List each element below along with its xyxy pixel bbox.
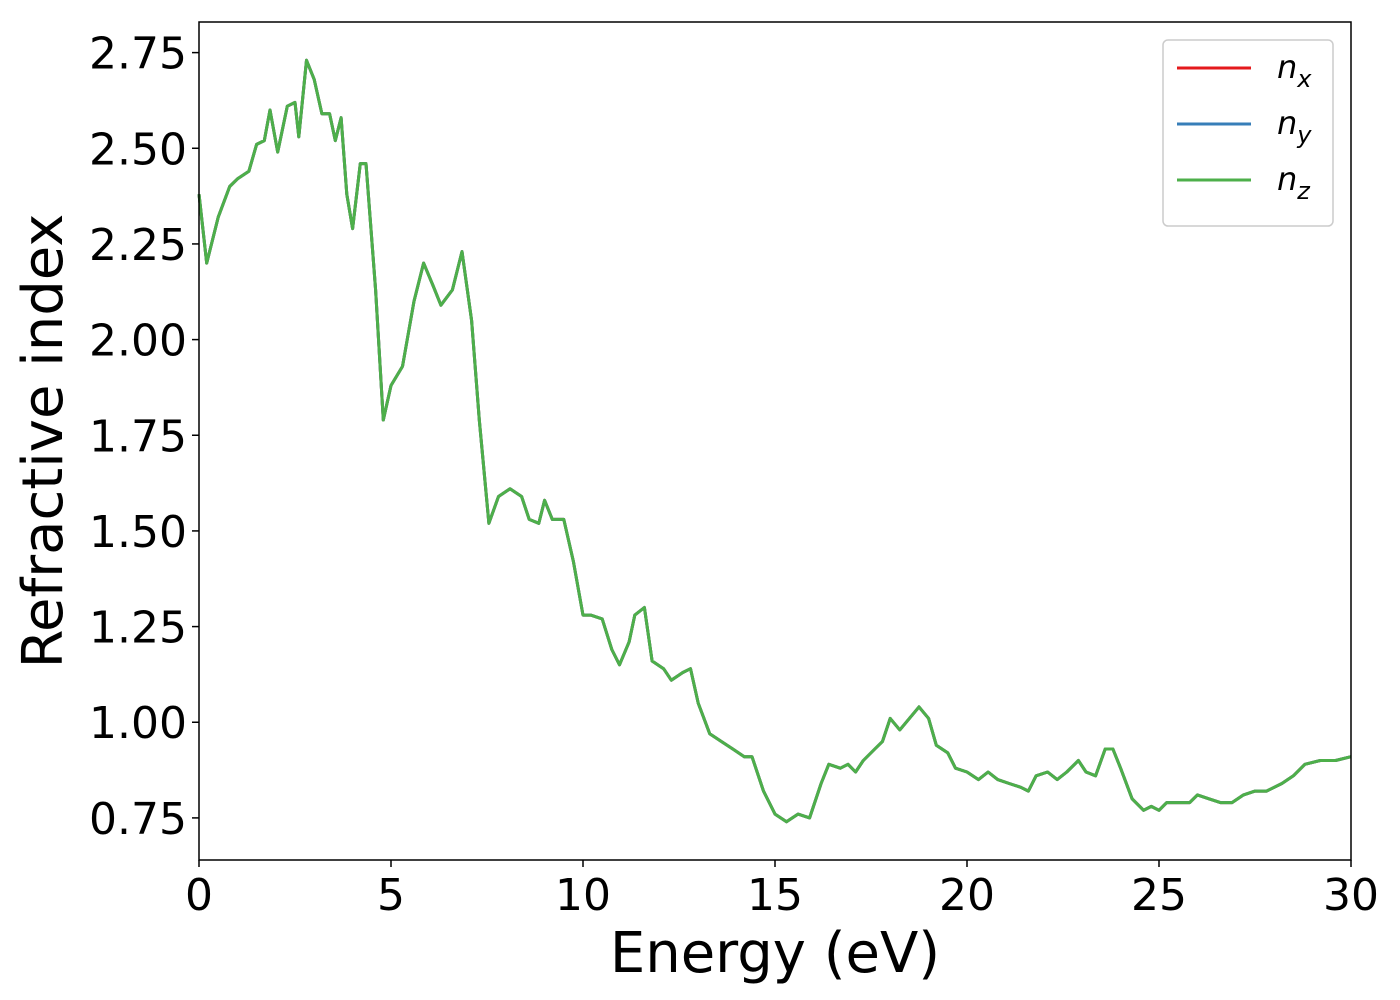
legend: nx ny nz	[1162, 39, 1334, 227]
x-tick-label: 10	[555, 870, 611, 921]
line-series	[197, 58, 1352, 824]
legend-label: nz	[1277, 160, 1311, 205]
y-tick-label: 1.75	[89, 411, 187, 462]
x-tick-label: 0	[185, 870, 213, 921]
x-tick-label: 15	[747, 870, 803, 921]
x-axis-label: Energy (eV)	[610, 921, 940, 986]
y-tick-label: 1.00	[89, 698, 187, 749]
y-tick-label: 0.75	[89, 794, 187, 845]
x-tick-label: 30	[1323, 870, 1379, 921]
y-tick-label: 2.00	[89, 316, 187, 367]
x-tick-label: 25	[1131, 870, 1187, 921]
y-tick-label: 2.75	[89, 29, 187, 80]
x-tick-label: 20	[939, 870, 995, 921]
y-tick-label: 2.50	[89, 124, 187, 175]
y-axis-label: Refractive index	[11, 214, 76, 669]
y-tick-label: 1.50	[89, 507, 187, 558]
plot-frame	[198, 21, 1352, 861]
legend-label: nx	[1277, 48, 1312, 93]
legend-label: ny	[1277, 104, 1312, 149]
y-tick-label: 2.25	[89, 220, 187, 271]
x-tick-label: 5	[377, 870, 405, 921]
y-tick-label: 1.25	[89, 603, 187, 654]
